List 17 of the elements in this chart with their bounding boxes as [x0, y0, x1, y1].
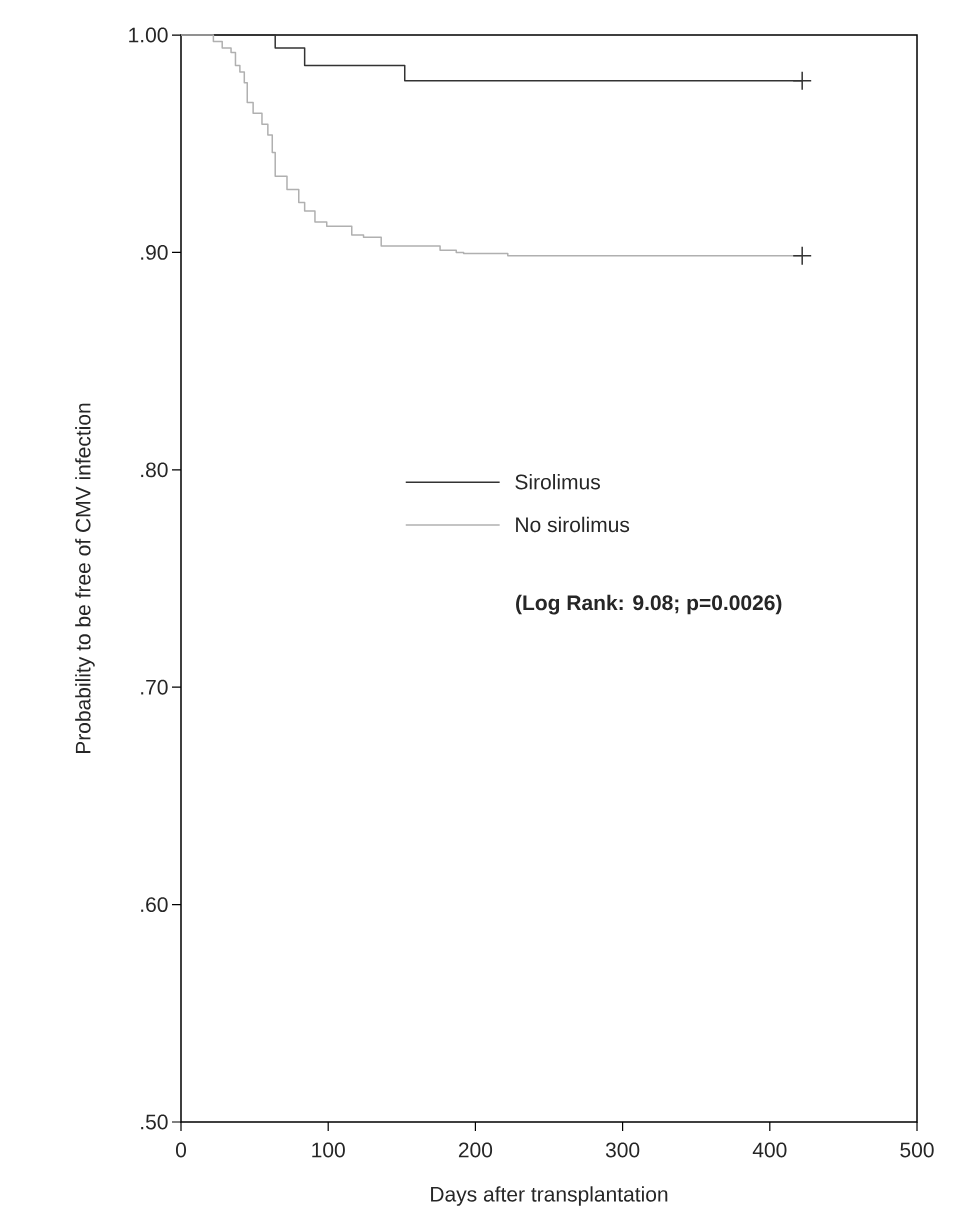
x-tick-label: 400 [752, 1142, 787, 1158]
x-tick-label: 200 [458, 1142, 493, 1158]
x-tick-label: 100 [312, 1142, 345, 1158]
y-tick-label: 1.00 [129, 27, 168, 43]
y-tick-label: .70 [141, 679, 168, 695]
legend-label: Sirolimus [515, 474, 600, 490]
annotation: (Log Rank: 9.08; p=0.0026) [516, 594, 782, 615]
y-tick-label: .80 [141, 462, 168, 478]
x-tick-label: 300 [605, 1142, 640, 1158]
y-tick-label: .50 [141, 1114, 168, 1130]
legend-label: No sirolimus [516, 516, 630, 533]
y-axis-title: Probability to be free of CMV infection [75, 403, 95, 754]
x-axis-title: Days after transplantation [431, 1186, 668, 1206]
y-tick-label: .90 [141, 244, 168, 260]
y-tick-label: .60 [141, 897, 168, 913]
x-tick-label: 500 [900, 1142, 934, 1158]
x-tick-label: 0 [175, 1142, 187, 1158]
